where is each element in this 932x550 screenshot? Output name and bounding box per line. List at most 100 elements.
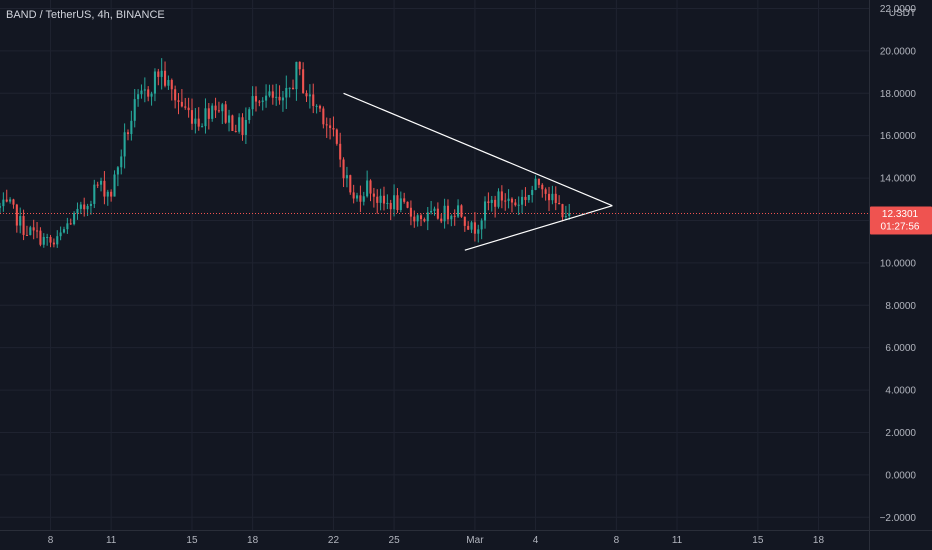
candle-body bbox=[490, 199, 493, 204]
y-tick-label: 4.0000 bbox=[885, 386, 916, 397]
candle-body bbox=[197, 118, 200, 127]
candle-body bbox=[116, 167, 119, 175]
candle-body bbox=[430, 210, 433, 213]
candle-body bbox=[500, 191, 503, 201]
candle-body bbox=[446, 205, 450, 220]
candle-body bbox=[160, 70, 163, 77]
candle-body bbox=[0, 206, 2, 208]
candle-body bbox=[517, 204, 520, 206]
candle-body bbox=[285, 87, 288, 98]
candle-body bbox=[137, 94, 140, 100]
candle-body bbox=[248, 109, 251, 120]
candle-body bbox=[389, 202, 392, 210]
candle-body bbox=[234, 131, 237, 133]
candle-body bbox=[211, 105, 214, 119]
candle-body bbox=[224, 104, 227, 123]
candle-body bbox=[184, 106, 187, 108]
candle-body bbox=[376, 196, 379, 203]
candle-body bbox=[157, 71, 160, 77]
candle-body bbox=[62, 229, 66, 233]
candle-body bbox=[123, 132, 126, 157]
candle-body bbox=[372, 193, 375, 197]
candle-body bbox=[423, 219, 426, 222]
candle-body bbox=[258, 101, 261, 103]
candle-body bbox=[73, 213, 76, 225]
last-price-value: 12.3301 bbox=[882, 209, 919, 220]
candle-body bbox=[349, 175, 352, 193]
x-tick-label: 8 bbox=[48, 535, 54, 546]
candle-body bbox=[180, 101, 183, 107]
candle-body bbox=[396, 195, 399, 210]
candle-body bbox=[504, 200, 507, 202]
candle-body bbox=[12, 199, 15, 205]
candle-body bbox=[140, 90, 143, 95]
x-tick-label: 25 bbox=[389, 535, 401, 546]
candle-body bbox=[32, 227, 35, 231]
candle-body bbox=[22, 216, 25, 235]
candle-body bbox=[568, 213, 571, 216]
candle-body bbox=[170, 80, 173, 90]
candle-body bbox=[288, 87, 291, 89]
candle-body bbox=[393, 195, 396, 210]
candle-body bbox=[227, 115, 231, 123]
candle-body bbox=[130, 120, 133, 135]
candle-body bbox=[281, 97, 284, 101]
candle-body bbox=[453, 215, 456, 217]
candle-body bbox=[5, 199, 8, 202]
candle-body bbox=[450, 215, 453, 220]
candle-body bbox=[265, 95, 268, 101]
candle-body bbox=[537, 178, 540, 185]
y-tick-label: 0.0000 bbox=[885, 470, 916, 481]
candle-body bbox=[487, 201, 490, 204]
candle-body bbox=[416, 215, 419, 222]
candle-body bbox=[167, 80, 170, 86]
candle-body bbox=[352, 192, 355, 199]
candle-body bbox=[497, 191, 500, 207]
candle-body bbox=[332, 128, 335, 130]
candle-body bbox=[406, 201, 409, 208]
candle-body bbox=[467, 225, 470, 230]
candle-body bbox=[100, 180, 103, 185]
y-tick-label: 8.0000 bbox=[885, 301, 916, 312]
candle-body bbox=[473, 222, 476, 234]
symbol-title[interactable]: BAND / TetherUS, 4h, BINANCE bbox=[6, 9, 165, 21]
candle-body bbox=[96, 184, 99, 186]
candle-body bbox=[369, 180, 372, 194]
candle-body bbox=[174, 89, 177, 101]
candle-body bbox=[56, 236, 59, 245]
x-tick-label: 11 bbox=[106, 535, 117, 546]
candle-body bbox=[362, 196, 365, 202]
y-tick-label: 18.0000 bbox=[880, 89, 917, 100]
candle-body bbox=[514, 202, 517, 206]
candle-body bbox=[59, 232, 62, 237]
candle-body bbox=[312, 94, 315, 106]
candle-body bbox=[36, 230, 39, 232]
candle-body bbox=[147, 89, 150, 97]
y-tick-label: 22.0000 bbox=[880, 4, 917, 15]
candle-body bbox=[244, 119, 247, 135]
candle-body bbox=[561, 204, 564, 218]
candle-body bbox=[403, 198, 406, 202]
candle-body bbox=[470, 222, 473, 230]
candle-body bbox=[49, 236, 52, 243]
candle-body bbox=[187, 107, 190, 111]
y-tick-label: 14.0000 bbox=[880, 174, 917, 185]
candle-body bbox=[106, 191, 109, 197]
candle-body bbox=[201, 126, 204, 128]
candle-body bbox=[221, 104, 224, 112]
candle-body bbox=[52, 242, 55, 245]
x-tick-label: 15 bbox=[186, 535, 198, 546]
candle-body bbox=[42, 236, 45, 245]
x-tick-label: 15 bbox=[752, 535, 764, 546]
y-tick-label: 16.0000 bbox=[880, 131, 917, 142]
candle-body bbox=[150, 93, 153, 97]
candle-body bbox=[177, 100, 180, 102]
candle-body bbox=[510, 198, 514, 203]
candle-body bbox=[527, 194, 530, 201]
candle-body bbox=[295, 61, 298, 90]
candle-body bbox=[204, 108, 207, 127]
candle-body bbox=[278, 96, 281, 101]
candle-body bbox=[251, 96, 254, 110]
